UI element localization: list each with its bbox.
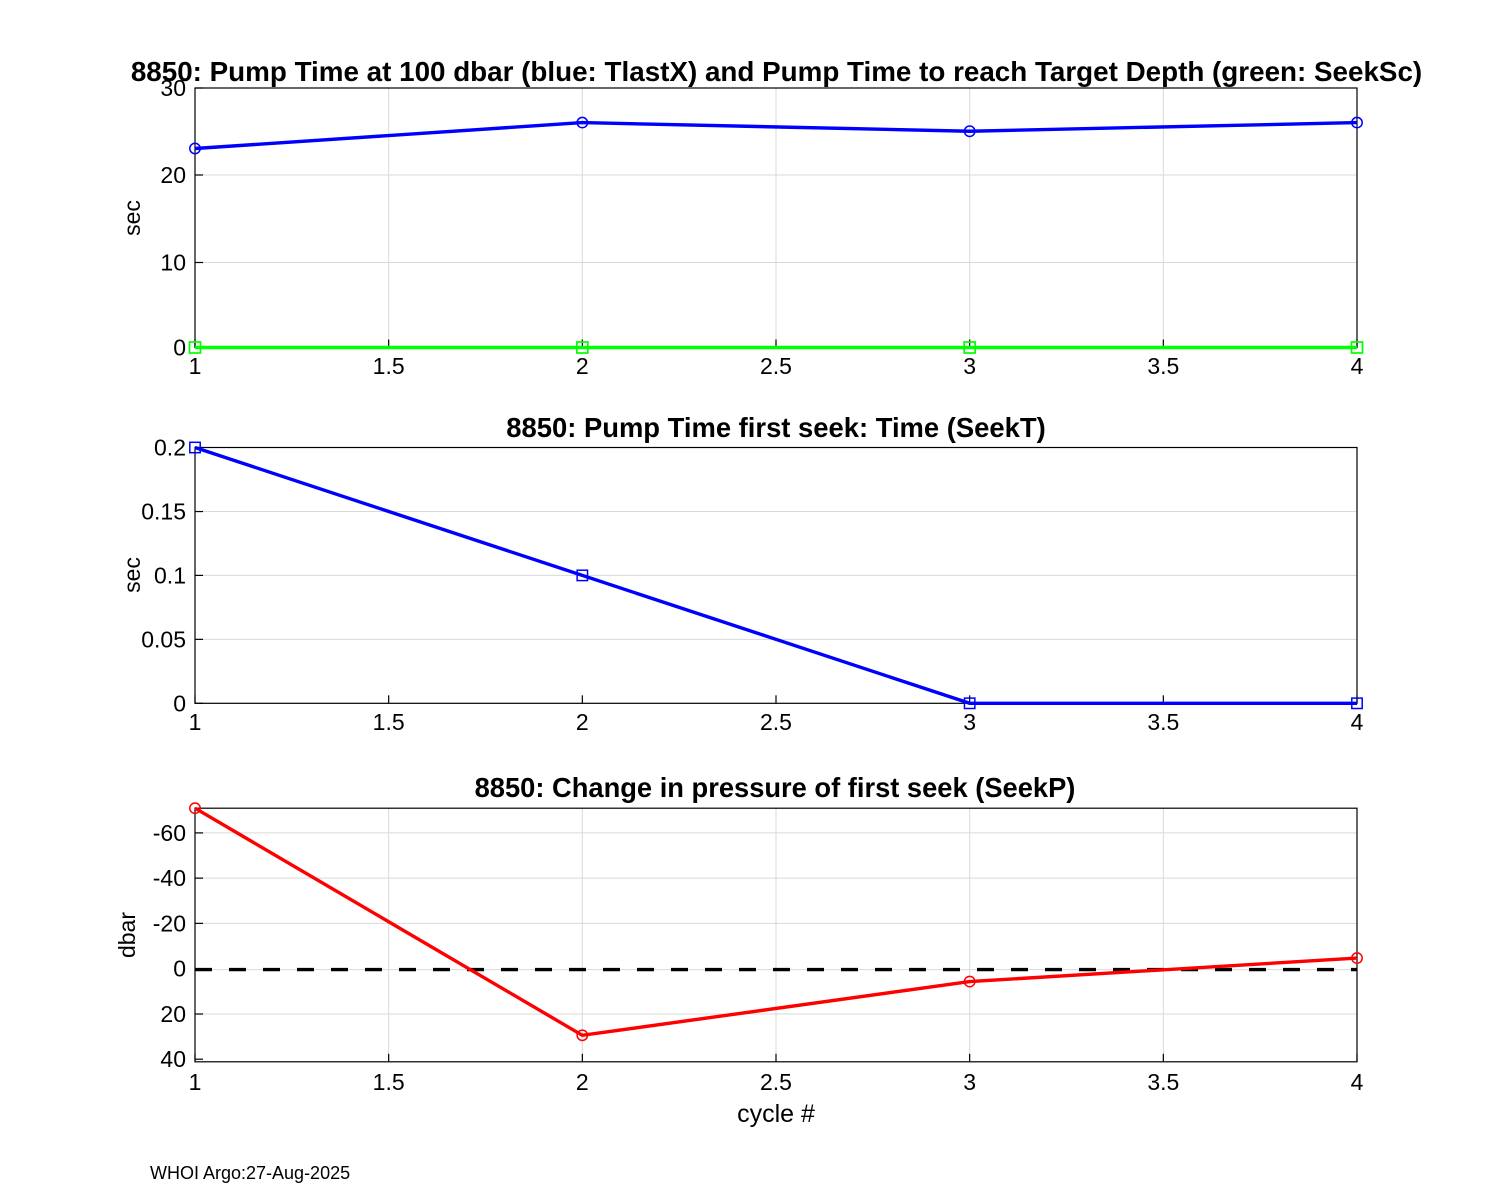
svg-text:0.15: 0.15 xyxy=(141,499,186,525)
svg-text:-40: -40 xyxy=(153,865,186,891)
svg-text:sec: sec xyxy=(119,557,145,593)
svg-text:1.5: 1.5 xyxy=(373,709,405,735)
svg-text:1: 1 xyxy=(189,353,202,379)
svg-text:-20: -20 xyxy=(153,910,186,936)
svg-text:dbar: dbar xyxy=(114,912,140,958)
svg-text:3.5: 3.5 xyxy=(1147,353,1179,379)
svg-text:20: 20 xyxy=(160,162,186,188)
svg-text:3: 3 xyxy=(963,353,976,379)
svg-text:0: 0 xyxy=(173,335,186,361)
svg-text:4: 4 xyxy=(1351,353,1364,379)
svg-text:4: 4 xyxy=(1351,1069,1364,1095)
svg-text:8850: Pump Time at 100 dbar (: 8850: Pump Time at 100 dbar (blue: Tlast… xyxy=(131,56,1422,87)
svg-text:4: 4 xyxy=(1351,709,1364,735)
svg-text:8850: Change in pressure of fi: 8850: Change in pressure of first seek (… xyxy=(475,772,1076,803)
svg-text:2: 2 xyxy=(576,353,589,379)
svg-text:0: 0 xyxy=(173,690,186,716)
svg-text:3: 3 xyxy=(963,1069,976,1095)
svg-text:40: 40 xyxy=(160,1046,186,1072)
svg-text:1: 1 xyxy=(189,1069,202,1095)
svg-text:3.5: 3.5 xyxy=(1147,709,1179,735)
svg-text:2.5: 2.5 xyxy=(760,709,792,735)
svg-text:1.5: 1.5 xyxy=(373,353,405,379)
svg-text:-60: -60 xyxy=(153,820,186,846)
svg-text:10: 10 xyxy=(160,250,186,276)
svg-text:1: 1 xyxy=(189,709,202,735)
svg-text:0.2: 0.2 xyxy=(154,435,186,461)
svg-text:0.1: 0.1 xyxy=(154,562,186,588)
svg-text:0.05: 0.05 xyxy=(141,626,186,652)
svg-text:cycle #: cycle # xyxy=(737,1100,815,1128)
svg-text:sec: sec xyxy=(119,200,145,236)
svg-text:2: 2 xyxy=(576,709,589,735)
svg-text:0: 0 xyxy=(173,956,186,982)
svg-text:2.5: 2.5 xyxy=(760,353,792,379)
svg-text:20: 20 xyxy=(160,1001,186,1027)
svg-text:8850: Pump Time first seek: Ti: 8850: Pump Time first seek: Time (SeekT) xyxy=(506,412,1045,443)
svg-text:2: 2 xyxy=(576,1069,589,1095)
svg-text:3.5: 3.5 xyxy=(1147,1069,1179,1095)
svg-text:1.5: 1.5 xyxy=(373,1069,405,1095)
svg-text:2.5: 2.5 xyxy=(760,1069,792,1095)
svg-text:3: 3 xyxy=(963,709,976,735)
